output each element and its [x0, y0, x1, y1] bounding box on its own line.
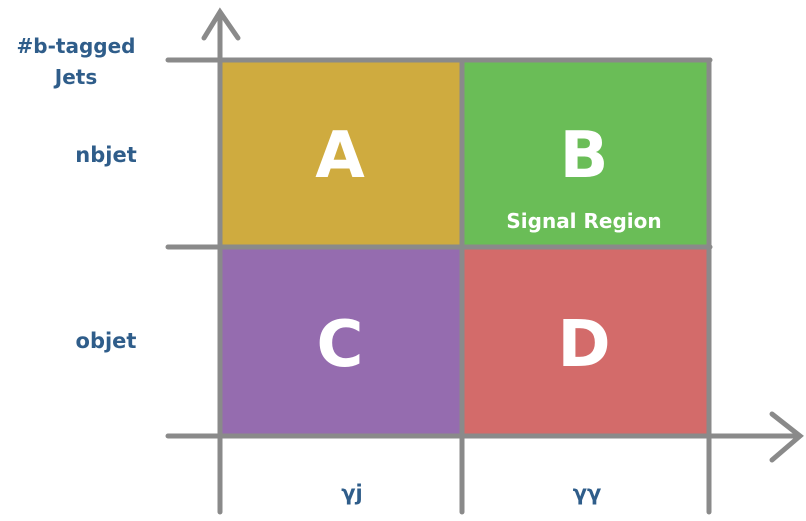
region-c-label: C [317, 308, 364, 382]
region-a [220, 60, 461, 246]
signal-region-label: Signal Region [506, 209, 661, 233]
region-b [463, 60, 709, 246]
region-d [463, 248, 709, 436]
y-label-objet: objet [76, 329, 137, 353]
y-axis-title-line1: #b-tagged [17, 34, 136, 58]
y-axis-arrow-icon [201, 7, 241, 41]
region-d-label: D [557, 308, 610, 382]
x-label-gamma-jet: γj [341, 481, 363, 505]
x-label-gamma-gamma: γγ [573, 481, 602, 505]
grid-lines [165, 11, 801, 515]
y-axis-title-line2: Jets [53, 65, 97, 89]
region-c [220, 248, 461, 436]
y-label-nbjet: nbjet [75, 143, 136, 167]
region-b-label: B [560, 119, 609, 193]
region-a-label: A [315, 119, 365, 193]
x-axis-arrow-icon [769, 411, 804, 463]
